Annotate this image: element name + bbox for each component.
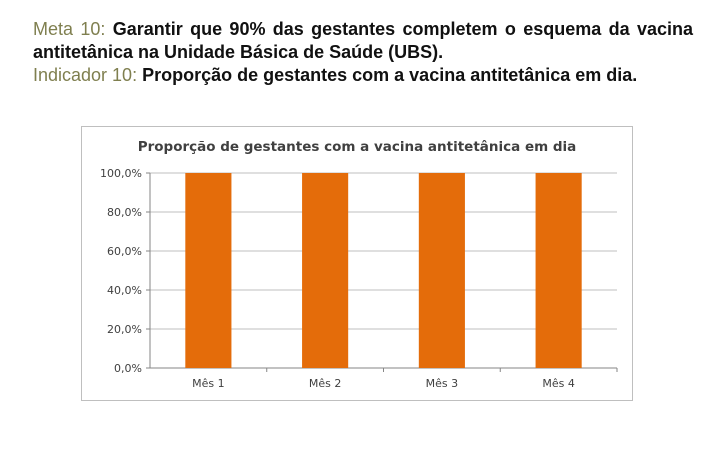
x-tick-label: Mês 3	[426, 377, 458, 390]
y-tick-label: 40,0%	[107, 284, 142, 297]
x-tick-label: Mês 2	[309, 377, 341, 390]
chart-title: Proporção de gestantes com a vacina anti…	[137, 139, 577, 155]
bar	[418, 173, 465, 368]
indicator-label: Indicador 10:	[33, 65, 138, 85]
y-tick-label: 60,0%	[107, 245, 142, 258]
x-tick-label: Mês 4	[542, 377, 574, 390]
goal-text: Garantir que 90% das gestantes completem…	[33, 19, 693, 62]
y-tick-label: 0,0%	[114, 362, 142, 375]
goal-label: Meta 10:	[33, 19, 106, 39]
y-tick-label: 100,0%	[100, 167, 142, 180]
bar	[185, 173, 232, 368]
bar	[535, 173, 582, 368]
bar-chart: 0,0% 20,0% 40,0% 60,0% 80,0% 100,0% Mês 1 Mês 2…	[100, 167, 618, 390]
indicator-paragraph: Indicador 10: Proporção de gestantes com…	[33, 64, 693, 87]
x-tick-label: Mês 1	[192, 377, 224, 390]
indicator-text: Proporção de gestantes com a vacina anti…	[142, 65, 638, 85]
goal-paragraph: Meta 10: Garantir que 90% das gestantes …	[33, 18, 693, 64]
y-tick-label: 80,0%	[107, 206, 142, 219]
y-tick-label: 20,0%	[107, 323, 142, 336]
bar	[302, 173, 349, 368]
document-text: Meta 10: Garantir que 90% das gestantes …	[33, 18, 693, 87]
chart-frame: Proporção de gestantes com a vacina anti…	[81, 126, 633, 401]
